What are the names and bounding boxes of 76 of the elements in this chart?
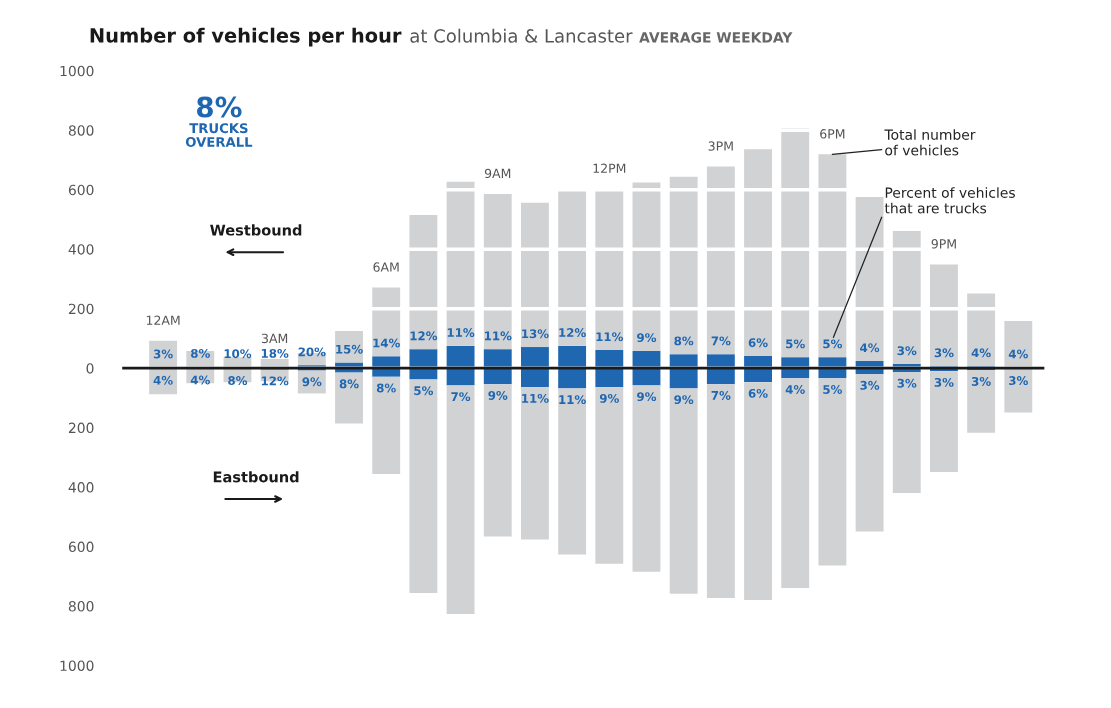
annotation: Percent of vehicles that are trucks bbox=[884, 187, 1015, 214]
annotation: 11% bbox=[596, 332, 624, 342]
annotation: 12% bbox=[559, 328, 586, 338]
annotation: 7% bbox=[711, 336, 731, 346]
annotation: 3% bbox=[860, 380, 880, 390]
x-tick-label: 6AM bbox=[373, 262, 399, 272]
annotation: 5% bbox=[786, 339, 805, 349]
x-tick-label: 12PM bbox=[593, 163, 626, 173]
y-tick-label: 600 bbox=[68, 541, 94, 553]
annotation: 9% bbox=[599, 393, 619, 403]
y-tick-label: 400 bbox=[68, 482, 94, 493]
annotation: Eastbound bbox=[213, 471, 299, 483]
y-tick-label: 400 bbox=[68, 244, 94, 255]
y-tick-label: 200 bbox=[68, 303, 94, 315]
annotation: 3% bbox=[897, 378, 917, 388]
annotation: 4% bbox=[153, 375, 173, 385]
annotation: 6% bbox=[748, 338, 768, 348]
annotation: 11% bbox=[484, 331, 512, 341]
annotation: Westbound bbox=[210, 224, 302, 236]
annotation: 9% bbox=[302, 377, 322, 387]
y-tick-label: 0 bbox=[86, 363, 94, 374]
annotation: TRUCKS OVERALL bbox=[185, 123, 253, 147]
annotation: 10% bbox=[224, 349, 252, 359]
annotation: 5% bbox=[823, 385, 843, 394]
annotation: 3% bbox=[897, 346, 917, 356]
annotation: 6% bbox=[748, 388, 768, 398]
chart-title: Number of vehicles per hour bbox=[90, 27, 402, 47]
x-tick-label: 12AM bbox=[146, 315, 180, 325]
annotation: 8% bbox=[228, 376, 248, 386]
annotation: 13% bbox=[522, 329, 549, 339]
annotation: 20% bbox=[298, 347, 326, 357]
y-tick-label: 1000 bbox=[60, 65, 94, 77]
chart-subtitle: at Columbia & Lancaster bbox=[410, 28, 633, 43]
y-tick-label: 600 bbox=[68, 184, 94, 196]
annotation: 9% bbox=[637, 392, 657, 402]
annotation: 12% bbox=[261, 376, 289, 386]
annotation: 15% bbox=[336, 344, 363, 354]
y-tick-label: 800 bbox=[68, 125, 94, 136]
annotation: 7% bbox=[451, 392, 471, 402]
annotation: 11% bbox=[447, 328, 475, 338]
annotation: 5% bbox=[414, 386, 434, 396]
annotation: 8% bbox=[190, 348, 210, 358]
x-tick-label: 9AM bbox=[484, 168, 511, 179]
annotation: 5% bbox=[823, 339, 843, 349]
annotation: 7% bbox=[711, 390, 731, 400]
annotation: 4% bbox=[971, 348, 991, 358]
annotation: 4% bbox=[785, 385, 805, 394]
y-tick-label: 200 bbox=[68, 422, 94, 434]
annotation: 3% bbox=[1009, 376, 1028, 386]
y-tick-label: 800 bbox=[68, 601, 94, 612]
annotation: Total number of vehicles bbox=[884, 129, 976, 156]
x-tick-label: 3PM bbox=[708, 141, 733, 151]
annotation: 4% bbox=[190, 375, 210, 385]
annotation: 18% bbox=[261, 348, 289, 358]
y-tick-label: 1000 bbox=[60, 660, 94, 671]
annotation: 3% bbox=[971, 376, 991, 386]
annotation: 8% bbox=[197, 96, 242, 118]
text: AVERAGE WEEKDAY bbox=[639, 32, 793, 43]
x-tick-label: 9PM bbox=[931, 239, 956, 249]
annotation: 14% bbox=[373, 338, 400, 348]
annotation: 9% bbox=[674, 395, 694, 405]
x-tick-label: 3AM bbox=[261, 333, 288, 344]
annotation: 3% bbox=[153, 349, 173, 359]
annotation: 8% bbox=[674, 336, 694, 346]
annotation: 11% bbox=[522, 393, 549, 403]
annotation: 8% bbox=[376, 383, 396, 393]
x-tick-label: 6PM bbox=[820, 129, 845, 139]
annotation: 9% bbox=[637, 333, 657, 343]
annotation: 3% bbox=[934, 377, 954, 387]
annotation: 8% bbox=[339, 379, 359, 389]
annotation: 11% bbox=[559, 395, 586, 405]
annotation: 9% bbox=[488, 390, 508, 400]
annotation: 3% bbox=[934, 348, 954, 358]
annotation: 12% bbox=[410, 331, 438, 341]
annotation: 4% bbox=[860, 343, 880, 353]
annotation: 4% bbox=[1008, 349, 1028, 359]
